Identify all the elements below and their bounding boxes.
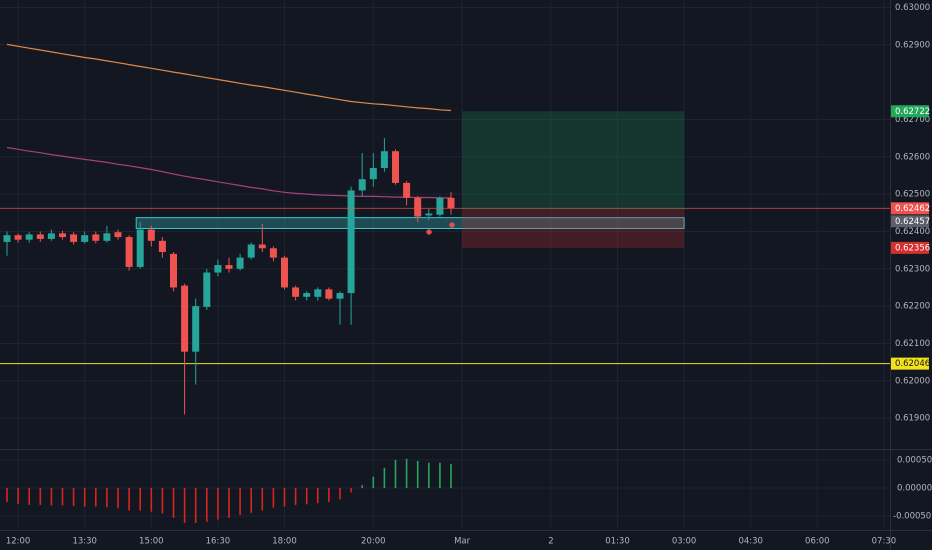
y-tick-label: 0.62400 — [895, 227, 930, 237]
candle-body — [336, 293, 344, 299]
y-tick-label: 0.62700 — [895, 115, 930, 125]
x-tick-label: Mar — [454, 537, 471, 547]
x-tick-label: 03:00 — [672, 537, 697, 547]
candle-body — [170, 253, 177, 288]
candle-body — [325, 289, 333, 299]
y-tick-label: 0.63000 — [895, 3, 930, 13]
zone — [135, 217, 685, 229]
x-tick-label: 07:30 — [872, 537, 897, 547]
price-label: 0.62462 — [895, 204, 930, 214]
y-tick-label: 0.62100 — [895, 339, 930, 349]
price-label-box — [891, 241, 929, 254]
x-tick-label: 15:00 — [139, 537, 164, 547]
candle-body — [114, 232, 122, 238]
candle-body — [425, 213, 433, 216]
candle-body — [380, 151, 388, 168]
candle-body — [314, 289, 322, 297]
candle-body — [147, 229, 155, 241]
price-label-box — [891, 215, 929, 228]
candle-body — [47, 233, 55, 239]
price-label-box — [891, 105, 929, 118]
candle-body — [269, 248, 277, 258]
position-profit — [462, 111, 685, 211]
axis-labels: 0.63000 0.62900 0.62700 0.62600 0.62500 0.624… — [6, 3, 932, 547]
y-tick-label: 0.00050 — [897, 455, 932, 465]
price-label: 0.62722 — [895, 107, 930, 117]
candle-body — [158, 240, 166, 252]
candle-body — [303, 293, 311, 297]
price-label: 0.62356 — [895, 243, 930, 253]
signal-marker — [426, 229, 432, 235]
candle-body — [347, 190, 355, 294]
candle-body — [236, 257, 244, 269]
candle-body — [281, 257, 288, 288]
x-tick-label: 01:30 — [605, 537, 630, 547]
candle-body — [192, 306, 200, 352]
y-tick-label: 0.62200 — [895, 302, 930, 312]
y-tick-label: 0.00000 — [897, 484, 932, 494]
x-tick-label: 06:00 — [805, 537, 830, 547]
y-tick-label: 0.62600 — [895, 152, 930, 162]
candle-body — [203, 272, 211, 307]
price-pane — [0, 43, 890, 415]
y-tick-label: -0.00050 — [893, 512, 931, 522]
signal-marker — [449, 222, 455, 228]
candle-body — [103, 233, 111, 241]
candle-body — [414, 197, 422, 217]
candle-body — [59, 233, 66, 238]
candle-body — [392, 151, 399, 183]
candle-body — [447, 197, 455, 209]
candle-body — [36, 234, 44, 239]
candle-body — [258, 244, 266, 249]
y-tick-label: 0.62300 — [895, 264, 930, 274]
candle-body — [247, 244, 255, 258]
candle-body — [436, 197, 444, 215]
position-loss — [462, 210, 685, 248]
y-tick-label: 0.62000 — [895, 376, 930, 386]
x-tick-label: 04:30 — [738, 537, 763, 547]
moving-average — [6, 146, 451, 199]
y-tick-label: 0.62500 — [895, 190, 930, 200]
candle-body — [292, 287, 300, 297]
candle-body — [181, 285, 189, 352]
price-label: 0.62046 — [895, 359, 930, 369]
x-tick-label: 18:00 — [272, 537, 297, 547]
candle-body — [70, 234, 78, 242]
candle-body — [125, 237, 133, 267]
x-tick-label: 13:30 — [72, 537, 97, 547]
candle-body — [358, 179, 366, 191]
indicator-pane — [6, 458, 452, 523]
candle-body — [81, 235, 89, 242]
price-label: 0.62457 — [895, 217, 930, 227]
candle-body — [225, 265, 233, 269]
x-tick-label: 2 — [548, 537, 553, 547]
x-tick-label: 12:00 — [6, 537, 31, 547]
candle-body — [403, 182, 411, 198]
candle-body — [214, 265, 222, 273]
price-label-box — [891, 357, 929, 370]
x-tick-label: 16:30 — [206, 537, 231, 547]
candle-body — [14, 235, 22, 240]
candle-body — [136, 229, 144, 267]
moving-average — [6, 43, 452, 112]
y-tick-label: 0.62900 — [895, 40, 930, 50]
price-label-box — [891, 202, 929, 215]
candle-body — [3, 235, 11, 242]
candle-body — [92, 234, 100, 241]
candle-body — [25, 234, 33, 240]
y-tick-label: 0.61900 — [895, 414, 930, 424]
candle-body — [369, 168, 377, 180]
x-tick-label: 20:00 — [361, 537, 386, 547]
